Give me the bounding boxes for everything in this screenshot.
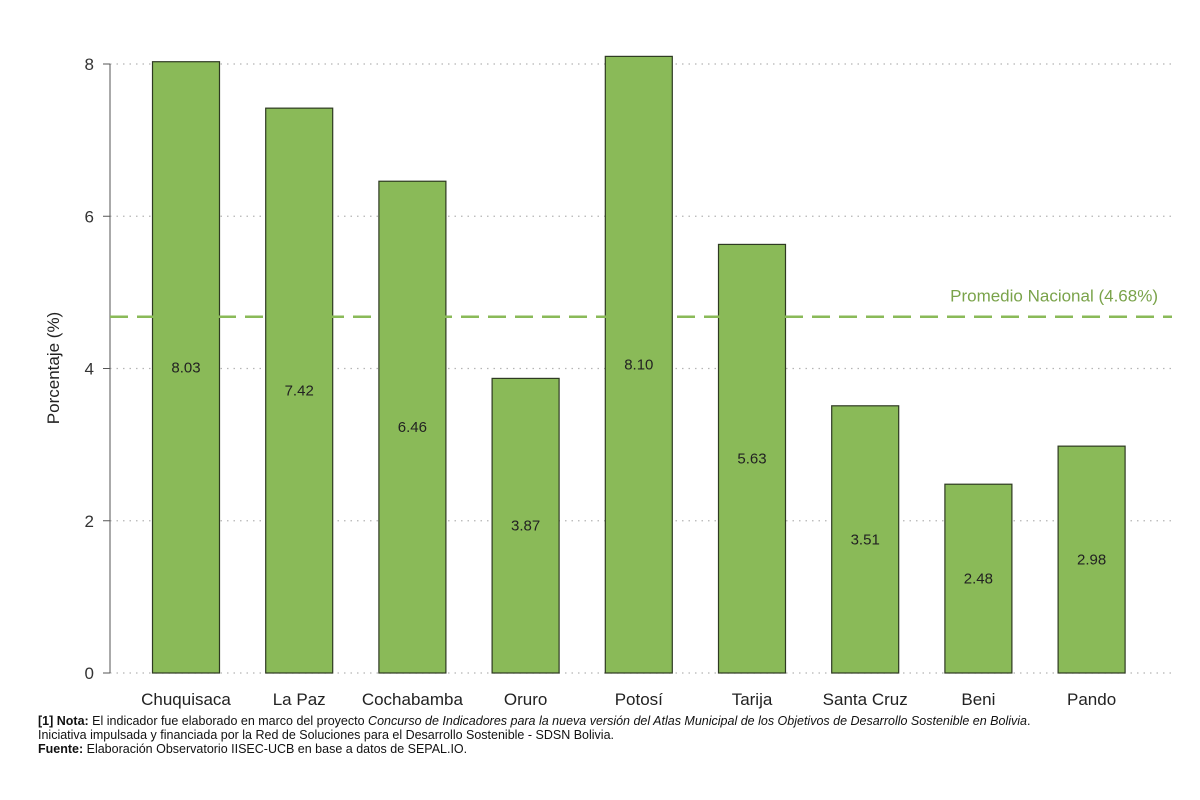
x-tick-label: Potosí — [615, 690, 663, 709]
x-tick-label: Chuquisaca — [141, 690, 231, 709]
y-axis: 0 2 4 6 8 — [85, 55, 111, 683]
bar-value-label: 6.46 — [398, 419, 427, 436]
x-tick-label: Oruro — [504, 690, 547, 709]
x-tick-label: Santa Cruz — [823, 690, 908, 709]
footnote: [1] Nota: El indicador fue elaborado en … — [38, 714, 1188, 756]
y-tick-label: 0 — [85, 664, 94, 683]
note-end: . — [1026, 714, 1031, 728]
footnote-initiative: Iniciativa impulsada y financiada por la… — [38, 728, 614, 742]
bar-value-label: 7.42 — [285, 383, 314, 400]
y-tick-label: 2 — [85, 512, 94, 531]
bar-value-label: 8.03 — [171, 359, 200, 376]
reference-line-label: Promedio Nacional (4.68%) — [950, 287, 1158, 306]
footnote-source: Fuente: Elaboración Observatorio IISEC-U… — [38, 742, 1188, 756]
bar — [378, 180, 447, 674]
bar-value-label: 2.48 — [964, 571, 993, 588]
bar — [1057, 445, 1126, 674]
x-tick-label: Cochabamba — [362, 690, 464, 709]
source-text: Elaboración Observatorio IISEC-UCB en ba… — [83, 742, 468, 756]
project-name: Concurso de Indicadores para la nueva ve… — [368, 714, 1027, 728]
y-axis-title: Porcentaje (%) — [44, 312, 63, 424]
bar — [491, 377, 560, 674]
y-tick-label: 8 — [85, 55, 94, 74]
bar-value-label: 5.63 — [737, 451, 766, 468]
bars: 8.03 Chuquisaca 7.42 La Paz 6.46 Cochabamba 3.… — [141, 55, 1126, 709]
y-tick-label: 6 — [85, 207, 94, 226]
x-tick-label: Beni — [961, 690, 995, 709]
note-label: [1] Nota: — [38, 714, 89, 728]
bar — [265, 107, 334, 674]
x-tick-label: Tarija — [732, 690, 773, 709]
note-text: El indicador fue elaborado en marco del … — [88, 714, 369, 728]
y-tick-label: 4 — [85, 360, 94, 379]
bar-value-label: 8.10 — [624, 357, 653, 374]
bar-value-label: 3.87 — [511, 518, 540, 535]
bar-value-label: 3.51 — [851, 531, 880, 548]
bar — [604, 55, 673, 674]
x-tick-label: Pando — [1067, 690, 1116, 709]
x-tick-label: La Paz — [273, 690, 326, 709]
bar — [944, 483, 1013, 674]
bar-chart: 0 2 4 6 8 8.03 Chuquisaca 7.42 La Paz 6.46 Cochab… — [44, 55, 1172, 709]
bar — [831, 405, 900, 674]
bar — [151, 61, 221, 674]
source-label: Fuente: — [38, 742, 84, 756]
reference-line-group: Promedio Nacional (4.68%) — [110, 287, 1172, 318]
bar-value-label: 2.98 — [1077, 552, 1106, 569]
footnote-note: [1] Nota: El indicador fue elaborado en … — [38, 714, 1188, 728]
